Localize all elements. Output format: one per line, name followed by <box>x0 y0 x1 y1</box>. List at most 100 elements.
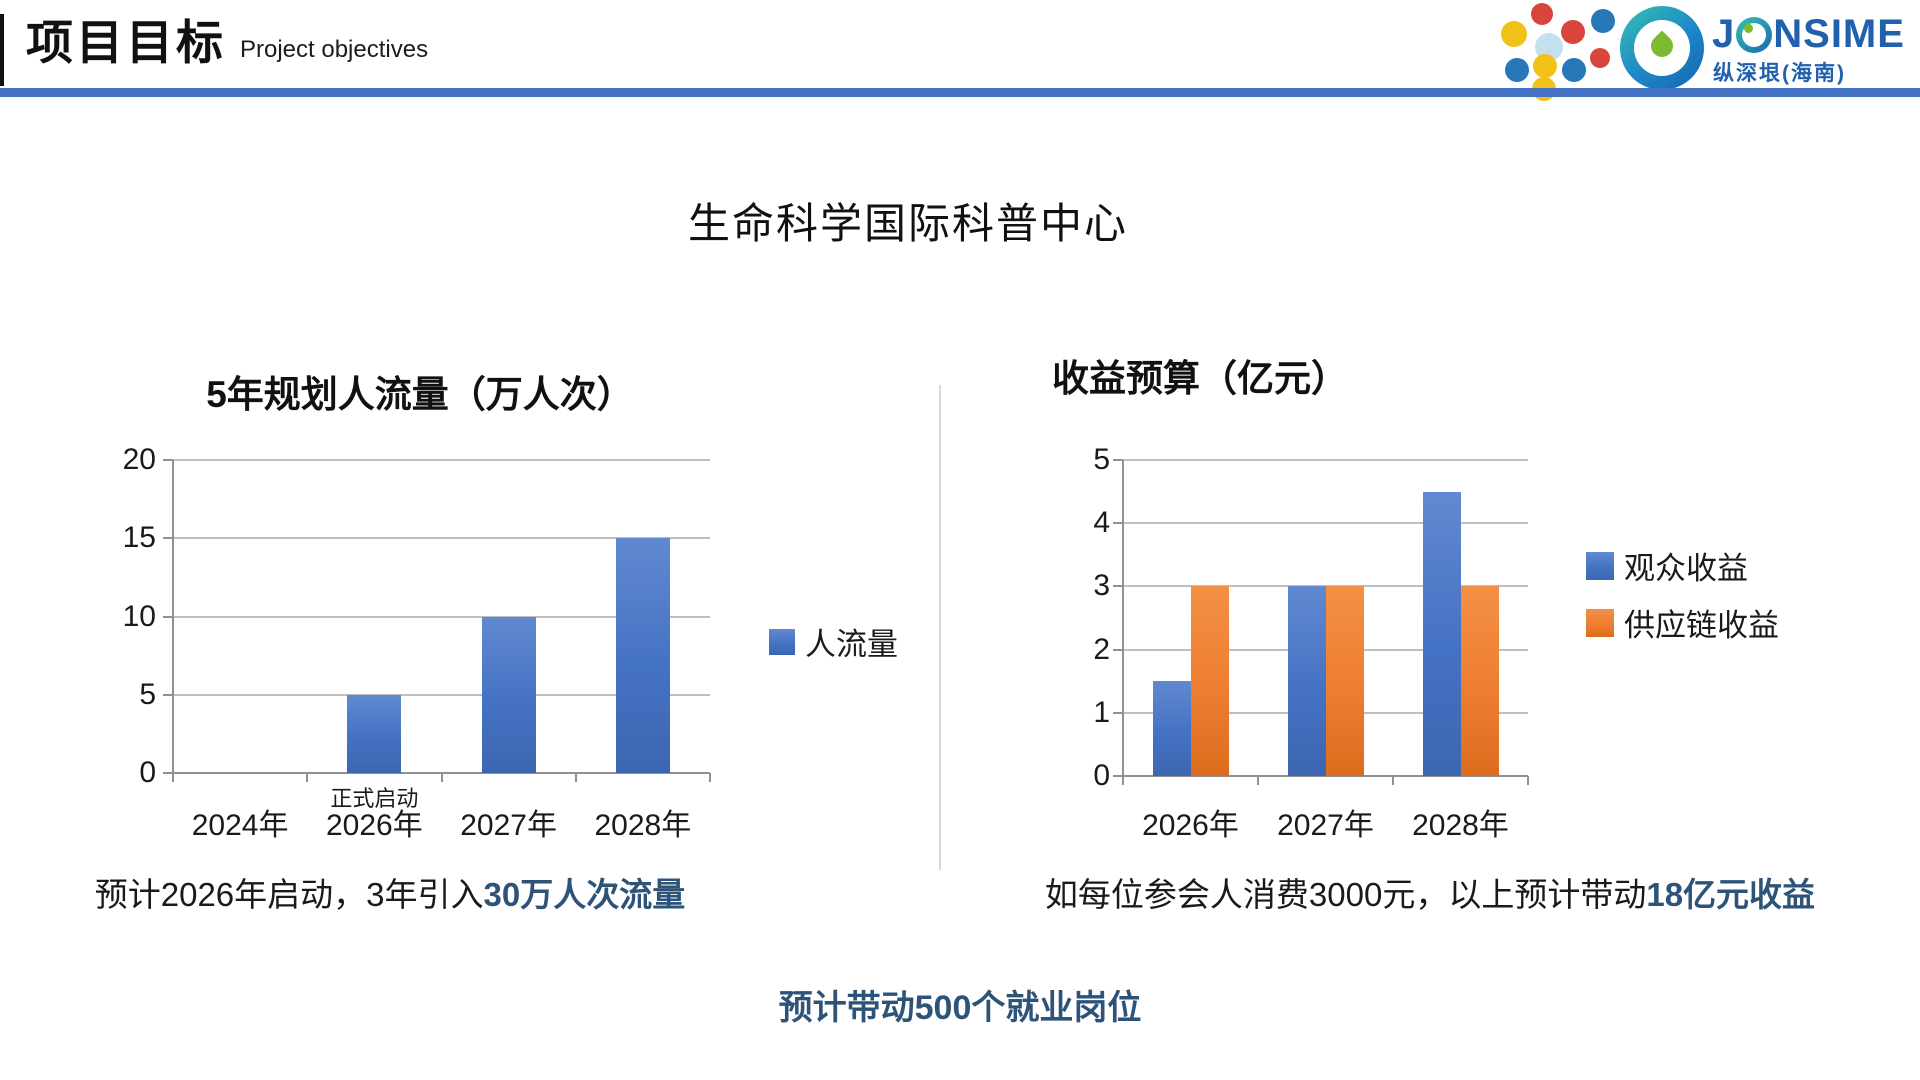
y-axis-label: 5 <box>139 677 156 711</box>
y-axis-label: 4 <box>1093 506 1110 540</box>
y-axis-label: 5 <box>1093 443 1110 476</box>
brand-name: J NSIME <box>1712 12 1905 56</box>
y-tick <box>1113 522 1123 525</box>
x-tick <box>440 773 443 782</box>
molecule-dot <box>1533 54 1557 78</box>
molecule-dot <box>1591 9 1615 33</box>
molecule-dot <box>1501 21 1527 47</box>
y-axis-label: 0 <box>1093 759 1110 792</box>
y-axis-label: 3 <box>1093 569 1110 603</box>
caption-right-text: 如每位参会人消费3000元，以上预计带动 <box>1044 876 1647 913</box>
gridline <box>1123 711 1528 714</box>
gridline <box>173 693 710 696</box>
x-tick <box>1257 776 1259 785</box>
gridline <box>1123 522 1528 525</box>
legend-item-观众收益: 观众收益 <box>1586 543 1748 588</box>
y-axis-label: 2 <box>1093 632 1110 666</box>
header-rule <box>0 88 1920 97</box>
brand-logo-icon <box>1620 6 1704 90</box>
slide-title: 生命科学国际科普中心 <box>688 200 1129 247</box>
caption-bottom: 预计带动500个就业岗位 <box>778 989 1142 1027</box>
molecule-logo <box>1496 0 1616 101</box>
x-axis-label: 2027年 <box>1277 809 1374 842</box>
molecule-dot <box>1531 3 1553 25</box>
legend-marker <box>1586 551 1614 580</box>
vertical-divider <box>939 385 941 870</box>
x-axis-label: 2026年 <box>1142 809 1239 842</box>
x-tick <box>1392 776 1394 785</box>
x-tick <box>574 773 577 782</box>
y-tick <box>1113 585 1123 588</box>
y-tick <box>1113 775 1123 777</box>
gridline <box>173 537 710 540</box>
bar-人流量-2027年 <box>481 616 536 773</box>
x-axis <box>173 772 710 774</box>
gear-o-icon <box>1736 16 1773 53</box>
legend-label: 供应链收益 <box>1624 608 1779 643</box>
brand-subname: 纵深垠(海南) <box>1713 62 1846 85</box>
x-tick <box>306 773 309 782</box>
bar-人流量-2028年 <box>615 538 670 773</box>
x-tick <box>1527 776 1529 785</box>
bar-供应链收益-2027年 <box>1325 586 1364 776</box>
y-axis-label: 1 <box>1093 695 1110 729</box>
droplet-icon <box>1646 30 1678 62</box>
legend-marker <box>1586 608 1614 637</box>
bar-观众收益-2027年 <box>1287 586 1326 776</box>
bar-人流量-2026年 <box>347 694 402 773</box>
caption-right: 如每位参会人消费3000元，以上预计带动18亿元收益 <box>950 868 1910 916</box>
page-subtitle: Project objectives <box>240 36 429 63</box>
chart-title: 收益预算（亿元） <box>1052 358 1348 399</box>
gridline <box>1123 648 1528 651</box>
bar-供应链收益-2026年 <box>1190 586 1229 776</box>
gridline <box>1123 585 1528 588</box>
y-tick <box>1113 648 1123 651</box>
x-tick <box>709 773 711 782</box>
y-tick <box>163 537 173 540</box>
y-tick <box>163 459 173 461</box>
page-title: 项目目标 <box>26 16 226 69</box>
molecule-dot <box>1505 58 1529 82</box>
bar-观众收益-2026年 <box>1152 681 1191 776</box>
legend-label: 观众收益 <box>1624 551 1748 586</box>
y-axis-label: 10 <box>122 599 156 633</box>
gridline <box>173 459 710 461</box>
x-axis-label: 2027年 <box>460 809 557 842</box>
molecule-dot <box>1590 48 1610 68</box>
bar-annotation: 正式启动 <box>330 786 419 811</box>
legend-marker <box>769 628 795 655</box>
bar-观众收益-2028年 <box>1422 491 1461 776</box>
y-axis-label: 0 <box>139 756 156 789</box>
y-tick <box>1113 711 1123 714</box>
y-axis <box>172 460 174 781</box>
x-axis <box>1123 775 1528 777</box>
x-axis-label: 2028年 <box>594 809 692 842</box>
x-axis-label: 2024年 <box>191 809 289 842</box>
caption-left: 预计2026年启动，3年引入30万人次流量 <box>60 868 720 916</box>
legend-label: 人流量 <box>805 627 898 662</box>
y-tick <box>163 615 173 618</box>
bar-供应链收益-2028年 <box>1460 586 1499 776</box>
chart-title: 5年规划人流量（万人次） <box>206 374 634 415</box>
y-tick <box>163 693 173 696</box>
y-tick <box>163 772 173 774</box>
caption-right-highlight: 18亿元收益 <box>1646 876 1816 913</box>
y-axis-label: 15 <box>122 521 156 555</box>
header-accent-bar <box>0 14 4 86</box>
caption-left-highlight: 30万人次流量 <box>483 876 686 913</box>
gridline <box>173 615 710 618</box>
legend-item-供应链收益: 供应链收益 <box>1586 600 1779 645</box>
x-axis-label: 2028年 <box>1412 809 1509 842</box>
brand-gear-icon <box>1634 20 1690 76</box>
y-axis <box>1122 460 1124 784</box>
x-tick <box>172 773 174 782</box>
y-axis-label: 20 <box>122 443 156 476</box>
molecule-dot <box>1561 20 1585 44</box>
x-axis-label: 2026年 <box>326 809 423 842</box>
legend-item-人流量: 人流量 <box>769 619 898 664</box>
gridline <box>1123 459 1528 461</box>
x-tick <box>1122 776 1124 785</box>
